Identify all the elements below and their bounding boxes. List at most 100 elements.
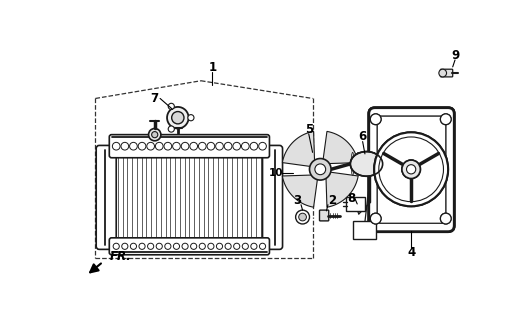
Text: FR.: FR. bbox=[110, 250, 131, 263]
FancyBboxPatch shape bbox=[263, 145, 282, 249]
Text: 2: 2 bbox=[328, 194, 336, 207]
Circle shape bbox=[199, 243, 206, 249]
Circle shape bbox=[441, 114, 451, 124]
Circle shape bbox=[130, 142, 138, 150]
Ellipse shape bbox=[350, 152, 383, 176]
FancyBboxPatch shape bbox=[377, 116, 446, 223]
Text: 7: 7 bbox=[151, 92, 159, 105]
Text: 5: 5 bbox=[305, 123, 313, 136]
Circle shape bbox=[251, 243, 257, 249]
Circle shape bbox=[379, 137, 443, 202]
Circle shape bbox=[439, 69, 446, 77]
Text: 6: 6 bbox=[359, 131, 367, 143]
FancyBboxPatch shape bbox=[369, 108, 454, 232]
Circle shape bbox=[315, 164, 325, 175]
Circle shape bbox=[113, 142, 120, 150]
Circle shape bbox=[182, 243, 188, 249]
Circle shape bbox=[138, 142, 146, 150]
Circle shape bbox=[242, 243, 249, 249]
Text: 1: 1 bbox=[209, 61, 216, 74]
Circle shape bbox=[130, 243, 136, 249]
FancyBboxPatch shape bbox=[441, 69, 453, 77]
Circle shape bbox=[208, 243, 214, 249]
Circle shape bbox=[165, 243, 171, 249]
Circle shape bbox=[371, 114, 381, 124]
Circle shape bbox=[371, 213, 381, 224]
Circle shape bbox=[296, 210, 309, 224]
Circle shape bbox=[441, 213, 451, 224]
Circle shape bbox=[373, 117, 378, 122]
Circle shape bbox=[122, 243, 128, 249]
Ellipse shape bbox=[373, 152, 376, 175]
FancyBboxPatch shape bbox=[347, 197, 365, 211]
Circle shape bbox=[190, 142, 198, 150]
Circle shape bbox=[258, 142, 266, 150]
Text: 10: 10 bbox=[268, 168, 283, 178]
Circle shape bbox=[188, 115, 194, 121]
Text: 9: 9 bbox=[451, 49, 459, 62]
Circle shape bbox=[373, 216, 378, 221]
Ellipse shape bbox=[367, 152, 371, 175]
Circle shape bbox=[148, 129, 161, 141]
Circle shape bbox=[156, 243, 162, 249]
Circle shape bbox=[250, 142, 258, 150]
Ellipse shape bbox=[362, 152, 365, 175]
Circle shape bbox=[172, 112, 184, 124]
Ellipse shape bbox=[376, 153, 384, 175]
Circle shape bbox=[371, 114, 381, 124]
Text: 4: 4 bbox=[407, 246, 415, 259]
Circle shape bbox=[402, 160, 420, 179]
Circle shape bbox=[190, 243, 197, 249]
Text: 3: 3 bbox=[293, 194, 301, 207]
Circle shape bbox=[402, 160, 420, 179]
Circle shape bbox=[441, 114, 451, 124]
Circle shape bbox=[233, 142, 240, 150]
Circle shape bbox=[374, 132, 448, 206]
Text: 8: 8 bbox=[347, 192, 355, 205]
Circle shape bbox=[374, 132, 448, 206]
FancyBboxPatch shape bbox=[110, 135, 269, 158]
Circle shape bbox=[152, 132, 158, 138]
Circle shape bbox=[173, 142, 180, 150]
Circle shape bbox=[164, 142, 172, 150]
FancyBboxPatch shape bbox=[369, 108, 454, 232]
Polygon shape bbox=[326, 172, 358, 207]
Circle shape bbox=[225, 243, 231, 249]
FancyBboxPatch shape bbox=[353, 221, 376, 239]
Circle shape bbox=[406, 165, 416, 174]
Circle shape bbox=[113, 243, 119, 249]
FancyBboxPatch shape bbox=[320, 210, 329, 221]
Polygon shape bbox=[282, 132, 315, 167]
Circle shape bbox=[260, 243, 266, 249]
Ellipse shape bbox=[351, 152, 354, 175]
Circle shape bbox=[299, 213, 306, 221]
Circle shape bbox=[139, 243, 145, 249]
Circle shape bbox=[167, 107, 188, 129]
Circle shape bbox=[309, 158, 331, 180]
Circle shape bbox=[181, 142, 189, 150]
FancyBboxPatch shape bbox=[377, 116, 446, 223]
Circle shape bbox=[207, 142, 215, 150]
Circle shape bbox=[168, 103, 174, 109]
Circle shape bbox=[147, 142, 155, 150]
Circle shape bbox=[443, 117, 448, 122]
Circle shape bbox=[234, 243, 240, 249]
Circle shape bbox=[406, 165, 416, 174]
Circle shape bbox=[198, 142, 206, 150]
Bar bbox=[112, 156, 267, 240]
Circle shape bbox=[147, 243, 154, 249]
Circle shape bbox=[241, 142, 249, 150]
Ellipse shape bbox=[357, 152, 360, 175]
Circle shape bbox=[215, 142, 223, 150]
Circle shape bbox=[121, 142, 129, 150]
Circle shape bbox=[173, 243, 180, 249]
Circle shape bbox=[155, 142, 163, 150]
Circle shape bbox=[224, 142, 232, 150]
FancyBboxPatch shape bbox=[110, 238, 269, 255]
FancyBboxPatch shape bbox=[96, 145, 116, 249]
Polygon shape bbox=[282, 175, 318, 207]
Circle shape bbox=[371, 213, 381, 224]
Polygon shape bbox=[323, 132, 358, 164]
Circle shape bbox=[441, 213, 451, 224]
Circle shape bbox=[168, 126, 174, 132]
